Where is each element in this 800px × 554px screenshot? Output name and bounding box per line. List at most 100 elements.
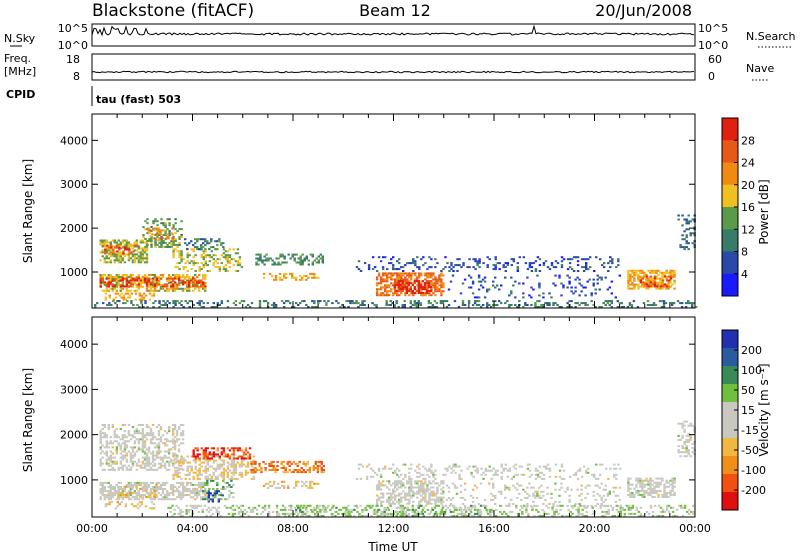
heatmap-cell xyxy=(448,465,451,468)
heatmap-cell xyxy=(192,471,195,474)
heatmap-cell xyxy=(416,480,419,483)
heatmap-cell xyxy=(272,467,275,469)
heatmap-cell xyxy=(315,482,318,485)
heatmap-cell xyxy=(105,462,109,465)
heatmap-cell xyxy=(673,281,676,284)
heatmap-cell xyxy=(447,490,451,493)
heatmap-cell xyxy=(153,227,156,230)
heatmap-cell xyxy=(408,498,411,501)
heatmap-cell xyxy=(172,248,175,251)
heatmap-cell xyxy=(226,481,229,484)
heatmap-cell xyxy=(171,287,175,290)
heatmap-cell xyxy=(554,302,557,305)
heatmap-cell xyxy=(477,296,481,299)
heatmap-cell xyxy=(663,271,666,274)
heatmap-cell xyxy=(115,257,119,260)
heatmap-cell xyxy=(159,285,163,288)
heatmap-cell xyxy=(167,426,171,428)
heatmap-cell xyxy=(139,241,143,244)
heatmap-cell xyxy=(147,494,151,497)
heatmap-cell xyxy=(438,290,441,293)
heatmap-cell xyxy=(422,486,425,489)
heatmap-cell xyxy=(452,266,455,269)
heatmap-cell xyxy=(208,459,212,462)
heatmap-cell xyxy=(582,258,586,261)
heatmap-cell xyxy=(516,266,520,269)
heatmap-cell xyxy=(99,239,102,242)
heatmap-cell xyxy=(147,281,151,284)
heatmap-cell xyxy=(645,275,649,278)
heatmap-cell xyxy=(188,281,191,284)
heatmap-cell xyxy=(455,486,459,489)
heatmap-cell xyxy=(143,450,147,453)
heatmap-cell xyxy=(591,512,594,515)
heatmap-cell xyxy=(400,486,403,489)
heatmap-cell xyxy=(458,477,461,480)
heatmap-cell xyxy=(139,261,143,264)
heatmap-cell xyxy=(406,280,409,283)
heatmap-cell xyxy=(643,491,646,494)
heatmap-cell xyxy=(131,456,135,459)
heatmap-cell xyxy=(657,283,660,286)
heatmap-cell xyxy=(123,450,127,453)
heatmap-cell xyxy=(228,457,232,460)
heatmap-cell xyxy=(155,279,159,282)
heatmap-cell xyxy=(430,465,433,468)
heatmap-cell xyxy=(226,465,230,468)
heatmap-cell xyxy=(633,269,636,272)
heatmap-cell xyxy=(198,270,201,272)
heatmap-cell xyxy=(180,256,183,259)
heatmap-cell xyxy=(651,487,654,490)
heatmap-cell xyxy=(440,508,444,511)
heatmap-cell xyxy=(627,487,630,490)
heatmap-cell xyxy=(419,288,423,290)
heatmap-cell xyxy=(144,238,147,240)
heatmap-cell xyxy=(293,276,296,279)
heatmap-cell xyxy=(498,268,501,271)
heatmap-cell xyxy=(677,438,680,441)
heatmap-cell xyxy=(526,486,529,489)
heatmap-cell xyxy=(418,266,421,269)
heatmap-cell xyxy=(255,508,259,511)
heatmap-cell xyxy=(608,492,612,495)
heatmap-cell xyxy=(192,490,195,493)
heatmap-cell xyxy=(165,460,169,463)
heatmap-cell xyxy=(536,494,539,497)
heatmap-cell xyxy=(639,277,642,280)
heatmap-cell xyxy=(385,302,388,305)
heatmap-cell xyxy=(204,459,208,462)
heatmap-cell xyxy=(208,488,211,490)
heatmap-cell xyxy=(598,288,601,291)
heatmap-cell xyxy=(226,447,230,450)
heatmap-cell xyxy=(113,436,117,439)
heatmap-cell xyxy=(109,498,113,501)
heatmap-cell xyxy=(434,473,437,476)
heatmap-cell xyxy=(536,492,539,495)
heatmap-cell xyxy=(137,283,141,286)
heatmap-cell xyxy=(538,494,541,497)
heatmap-cell xyxy=(143,466,147,469)
heatmap-cell xyxy=(135,289,139,292)
heatmap-cell xyxy=(419,286,423,289)
heatmap-cell xyxy=(358,512,361,515)
power-ylabel: Slant Range [km] xyxy=(21,159,35,263)
heatmap-cell xyxy=(176,245,179,248)
heatmap-cell xyxy=(164,226,167,229)
colorbar-tick-label: 16 xyxy=(741,201,755,214)
heatmap-cell xyxy=(606,494,610,497)
heatmap-cell xyxy=(236,455,240,458)
heatmap-cell xyxy=(200,238,203,241)
heatmap-cell xyxy=(135,492,139,495)
heatmap-cell xyxy=(393,286,396,289)
heatmap-cell xyxy=(159,426,163,428)
heatmap-cell xyxy=(165,438,169,441)
heatmap-cell xyxy=(349,302,352,305)
heatmap-cell xyxy=(220,465,224,468)
heatmap-cell xyxy=(669,269,672,272)
heatmap-cell xyxy=(414,272,417,275)
heatmap-cell xyxy=(208,256,212,259)
heatmap-cell xyxy=(217,512,221,515)
heatmap-cell xyxy=(220,488,223,490)
heatmap-cell xyxy=(306,460,310,463)
heatmap-cell xyxy=(107,481,111,484)
